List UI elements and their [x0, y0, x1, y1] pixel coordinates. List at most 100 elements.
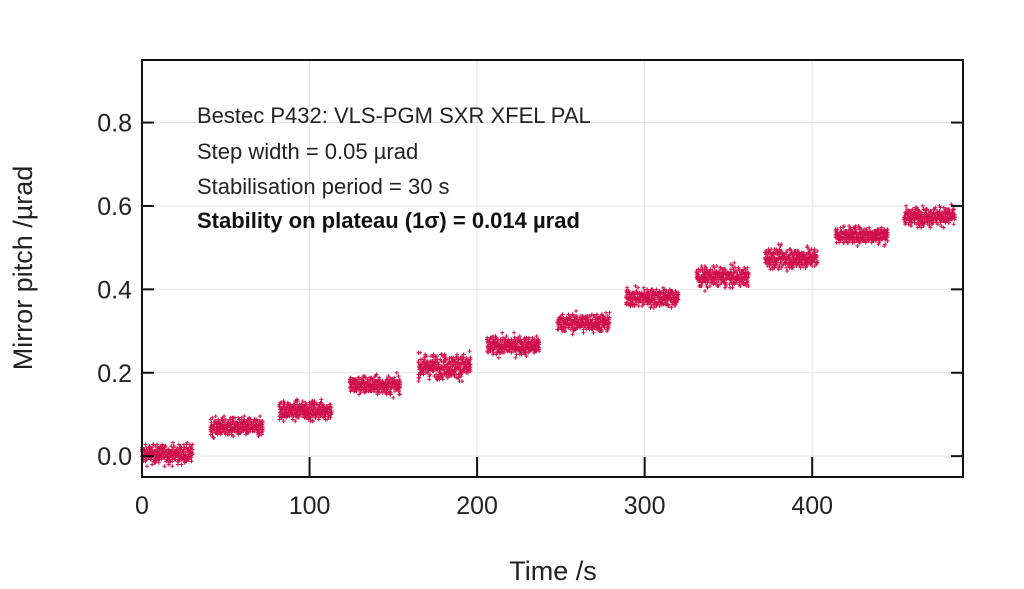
data-point — [607, 315, 612, 320]
data-point — [530, 335, 535, 340]
data-point — [519, 352, 524, 357]
data-point — [633, 284, 638, 288]
data-point — [779, 260, 784, 265]
data-point — [812, 247, 817, 252]
data-point — [455, 352, 459, 357]
data-point — [563, 329, 568, 334]
data-point — [328, 402, 333, 407]
data-point — [703, 289, 707, 293]
x-tick-label: 100 — [289, 492, 331, 520]
data-point — [319, 397, 324, 402]
data-point — [239, 415, 244, 420]
data-point — [642, 289, 647, 293]
data-point — [357, 375, 361, 380]
data-point — [295, 399, 300, 404]
data-point — [296, 415, 301, 420]
data-point — [171, 440, 175, 445]
data-points — [140, 202, 957, 469]
y-tick-label: 0.2 — [97, 360, 132, 388]
data-point — [779, 242, 784, 247]
data-point — [459, 374, 464, 379]
data-point — [242, 417, 247, 422]
data-point — [785, 249, 790, 253]
data-point — [641, 302, 646, 307]
data-point — [150, 462, 155, 467]
data-point — [815, 259, 820, 263]
data-point — [260, 425, 265, 430]
data-point — [222, 414, 227, 419]
annotation-box: Bestec P432: VLS-PGM SXR XFEL PAL Step w… — [197, 103, 591, 233]
data-point — [517, 334, 522, 339]
data-point — [599, 329, 604, 334]
data-point — [537, 349, 542, 354]
data-point — [708, 284, 712, 288]
data-point — [512, 330, 516, 335]
data-point — [468, 362, 473, 367]
data-point — [162, 464, 167, 469]
data-point — [607, 320, 612, 325]
data-point — [732, 260, 737, 265]
data-point — [604, 310, 609, 315]
data-point — [790, 265, 795, 270]
data-point — [570, 332, 575, 337]
data-point — [951, 222, 956, 227]
x-tick-label: 300 — [624, 492, 666, 520]
data-point — [736, 265, 741, 270]
data-point — [591, 330, 596, 335]
y-axis-label: Mirror pitch /µrad — [8, 166, 38, 371]
data-point — [641, 285, 646, 290]
data-point — [396, 374, 401, 379]
data-point — [746, 284, 751, 288]
x-tick-label: 400 — [791, 492, 833, 520]
data-point — [504, 334, 509, 339]
data-point — [607, 310, 612, 315]
data-point — [163, 444, 168, 449]
data-point — [855, 244, 860, 248]
data-point — [805, 264, 810, 268]
data-point — [329, 410, 334, 415]
x-tick-label: 0 — [135, 492, 149, 520]
data-point — [143, 442, 148, 447]
data-point — [776, 267, 781, 272]
data-point — [842, 224, 846, 228]
data-point — [676, 294, 681, 298]
x-tick-label: 200 — [456, 492, 498, 520]
data-point — [316, 417, 321, 422]
data-point — [300, 399, 305, 404]
data-point — [258, 414, 263, 419]
data-point — [468, 369, 473, 374]
data-point — [231, 434, 236, 439]
y-tick-label: 0.0 — [97, 443, 132, 471]
data-point — [428, 372, 433, 377]
data-point — [560, 312, 565, 317]
data-point — [524, 354, 529, 359]
data-point — [328, 415, 333, 420]
data-point — [290, 417, 295, 422]
data-point — [746, 270, 751, 275]
data-point — [377, 375, 382, 380]
data-point — [634, 302, 639, 307]
data-point — [310, 419, 315, 424]
grid-lines — [141, 60, 963, 477]
data-point — [496, 355, 501, 360]
data-point — [444, 357, 449, 362]
data-point — [785, 269, 790, 273]
data-point — [281, 419, 286, 424]
data-point — [468, 355, 473, 360]
y-tick-label: 0.4 — [97, 276, 132, 304]
data-point — [398, 392, 402, 397]
data-point — [190, 450, 195, 455]
data-point — [654, 287, 659, 292]
data-point — [460, 379, 464, 384]
data-point — [212, 435, 216, 440]
data-point — [904, 203, 908, 208]
data-point — [231, 419, 236, 424]
data-point — [223, 417, 228, 422]
data-point — [666, 304, 671, 308]
data-point — [745, 265, 750, 270]
data-point — [213, 414, 218, 419]
data-point — [329, 405, 334, 410]
data-point — [864, 227, 869, 232]
